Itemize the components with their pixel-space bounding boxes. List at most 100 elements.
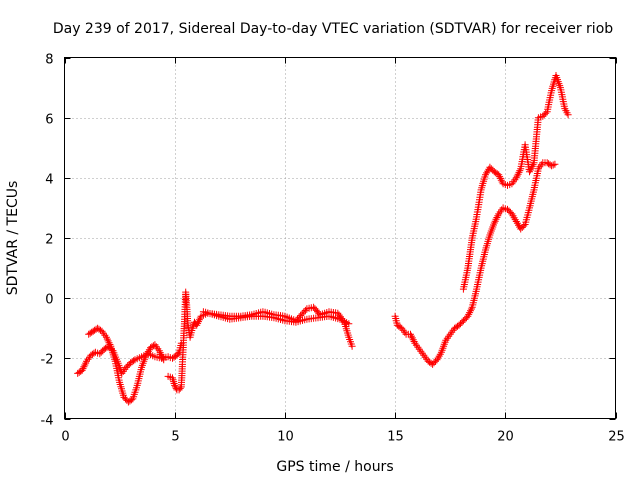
data-point <box>455 321 463 329</box>
chart-title: Day 239 of 2017, Sidereal Day-to-day VTE… <box>53 21 613 37</box>
data-point <box>461 315 469 323</box>
data-point <box>124 362 132 370</box>
data-point <box>465 310 473 318</box>
y-tick-label: -2 <box>41 353 54 368</box>
data-point <box>104 337 112 345</box>
x-tick-label: 0 <box>61 430 69 445</box>
data-point <box>430 359 438 367</box>
data-point <box>82 359 90 367</box>
data-point <box>518 224 526 231</box>
x-tick-label: 15 <box>387 430 404 445</box>
data-point <box>467 307 474 315</box>
x-tick-label: 5 <box>171 430 179 445</box>
data-point <box>458 318 466 326</box>
data-point <box>512 218 520 225</box>
data-point <box>429 360 437 368</box>
data-point <box>97 348 105 356</box>
data-point <box>195 316 203 324</box>
data-point <box>345 320 353 328</box>
y-tick-label: 2 <box>45 233 53 248</box>
series-arc-4 <box>199 308 353 328</box>
data-point <box>526 168 533 176</box>
x-tick-label: 20 <box>497 430 514 445</box>
y-tick-label: 8 <box>45 53 53 68</box>
data-point <box>408 334 416 342</box>
data-point <box>494 212 502 220</box>
data-point <box>487 165 495 173</box>
data-point <box>512 174 520 182</box>
data-point <box>407 330 414 338</box>
data-point <box>466 309 474 317</box>
data-point <box>467 305 475 313</box>
data-point <box>335 311 343 319</box>
data-point <box>486 163 494 171</box>
data-point <box>551 160 559 168</box>
data-point <box>300 308 308 316</box>
data-point <box>528 162 536 170</box>
data-point <box>122 363 130 371</box>
data-point <box>496 173 504 181</box>
x-tick-label: 25 <box>608 430 625 445</box>
data-point <box>348 342 356 350</box>
y-tick-label: 6 <box>45 113 53 128</box>
data-point <box>106 341 114 348</box>
axis-ticks: 0 5 10 15 20 25 -4 -2 0 2 4 6 8 <box>41 53 625 445</box>
series-trace <box>167 292 353 391</box>
data-point <box>193 321 201 329</box>
data-point <box>505 207 513 215</box>
data-point <box>171 383 179 391</box>
data-point <box>497 176 505 184</box>
data-point <box>97 326 104 334</box>
data-point <box>160 356 168 364</box>
data-point <box>295 313 303 321</box>
data-point <box>298 310 306 318</box>
x-axis-label: GPS time / hours <box>276 459 393 475</box>
y-tick-label: 4 <box>45 173 53 188</box>
data-point <box>433 356 441 364</box>
data-point <box>159 354 167 362</box>
data-point <box>80 363 88 371</box>
data-point <box>464 312 472 320</box>
data-point <box>493 214 501 221</box>
data-point <box>410 338 418 345</box>
plot-series <box>74 72 572 406</box>
series-trace <box>394 162 556 366</box>
data-point <box>542 109 550 117</box>
data-point <box>103 335 111 343</box>
data-point <box>102 333 110 341</box>
data-point <box>78 366 86 374</box>
data-point <box>130 357 138 365</box>
series-arc-3 <box>164 288 356 394</box>
y-tick-label: -4 <box>41 414 54 429</box>
data-point <box>564 111 572 119</box>
data-point <box>526 166 534 174</box>
data-point <box>529 161 537 169</box>
data-point <box>516 167 524 175</box>
data-point <box>149 342 157 350</box>
data-point <box>158 352 166 360</box>
series-arc-2 <box>85 324 168 406</box>
data-point <box>527 164 535 172</box>
data-point <box>459 317 467 325</box>
data-point <box>517 225 525 233</box>
data-point <box>520 222 528 230</box>
y-axis-label: SDTVAR / TECUs <box>5 181 21 296</box>
data-point <box>490 219 498 227</box>
series-arc-6 <box>459 72 572 293</box>
data-point <box>157 350 165 358</box>
data-point <box>483 169 491 177</box>
data-point <box>409 336 417 344</box>
data-point <box>495 171 503 179</box>
data-point <box>457 320 464 328</box>
data-point <box>96 350 104 358</box>
data-point <box>79 365 87 373</box>
data-point <box>171 381 179 389</box>
plot-frame <box>64 57 616 419</box>
data-point <box>143 349 151 357</box>
data-point <box>540 111 548 119</box>
data-point <box>504 205 511 213</box>
data-point <box>513 172 521 180</box>
data-point <box>548 162 556 170</box>
data-point <box>122 395 129 403</box>
